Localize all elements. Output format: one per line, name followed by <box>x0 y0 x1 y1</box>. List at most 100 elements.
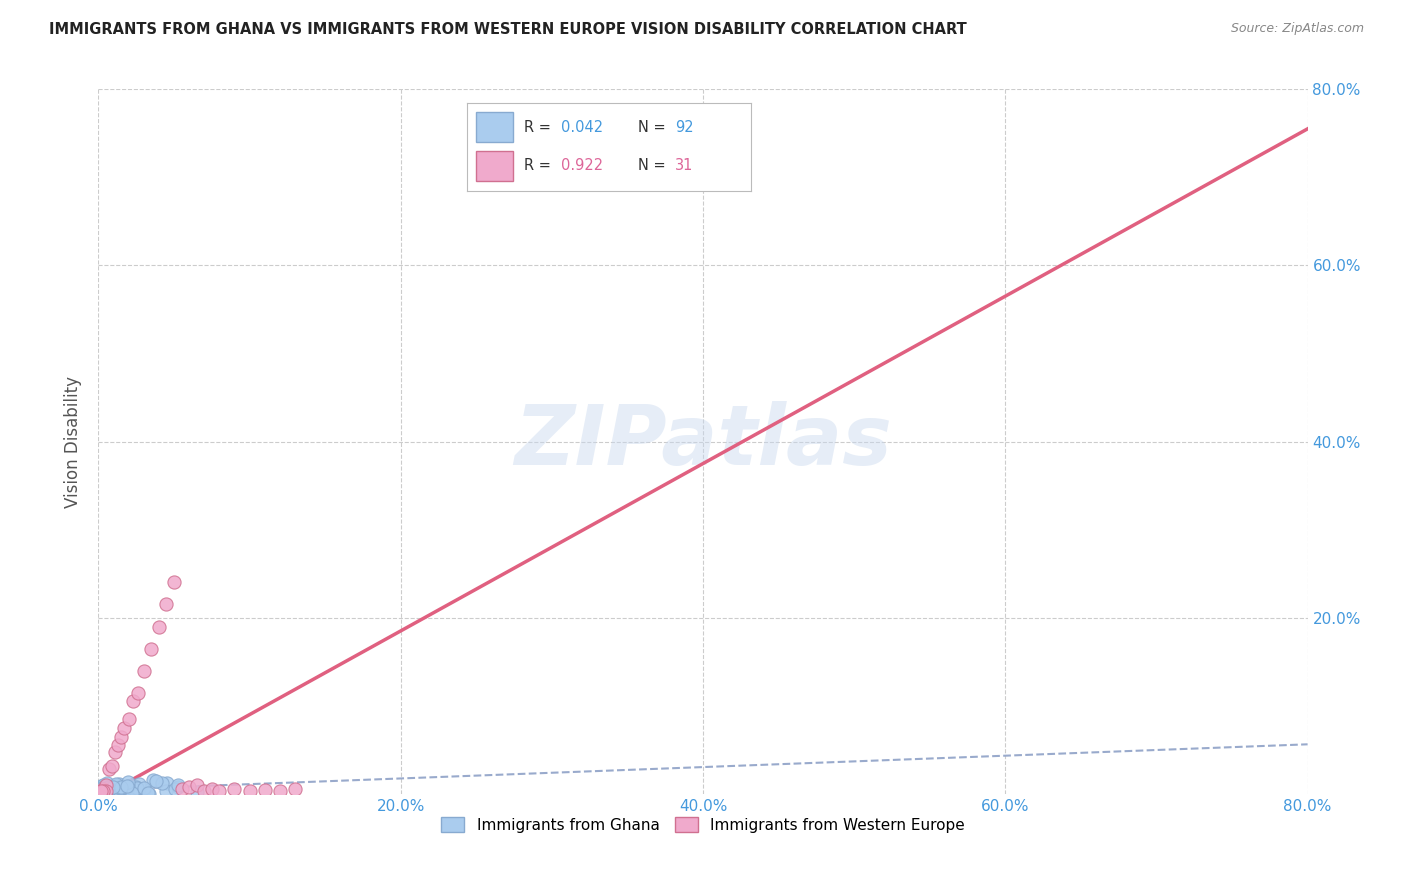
Point <box>118 712 141 726</box>
Point <box>101 780 124 794</box>
Point <box>104 781 127 796</box>
Point <box>142 772 165 787</box>
Point <box>132 780 155 795</box>
Point <box>117 779 139 793</box>
Point <box>269 784 291 798</box>
Point <box>121 785 143 799</box>
Point <box>91 784 114 798</box>
Point <box>101 783 124 797</box>
Point <box>98 787 121 801</box>
Point <box>193 784 215 798</box>
Point <box>94 778 117 792</box>
Point <box>148 619 170 633</box>
Point <box>108 787 131 801</box>
Point <box>87 787 110 801</box>
Point <box>90 785 112 799</box>
Point <box>96 780 118 795</box>
Point <box>150 776 173 790</box>
Point <box>91 780 114 794</box>
Point <box>96 782 118 797</box>
Point <box>90 781 112 796</box>
Point <box>91 784 114 798</box>
Point <box>97 783 120 797</box>
Point <box>93 781 115 796</box>
Point <box>179 780 201 794</box>
Point <box>94 782 117 797</box>
Point <box>128 776 150 790</box>
Text: ZIPatlas: ZIPatlas <box>515 401 891 482</box>
Point <box>284 782 307 797</box>
Point <box>89 787 111 801</box>
Point <box>100 782 122 797</box>
Point <box>125 780 148 795</box>
Point <box>110 730 132 744</box>
Point <box>96 779 118 793</box>
Point <box>98 762 121 776</box>
Point <box>115 780 138 795</box>
Point <box>96 785 118 799</box>
Point <box>125 781 148 796</box>
Point <box>253 783 276 797</box>
Point <box>239 784 262 798</box>
Point <box>104 780 127 795</box>
Point <box>124 783 146 797</box>
Point <box>156 776 179 790</box>
Point <box>117 775 139 789</box>
Point <box>104 745 127 759</box>
Point <box>91 784 114 798</box>
Point <box>89 780 111 794</box>
Point <box>97 780 120 795</box>
Point <box>103 782 125 797</box>
Point <box>93 784 115 798</box>
Point <box>105 777 128 791</box>
Point <box>108 776 131 790</box>
Point <box>121 781 143 796</box>
Point <box>89 783 111 797</box>
Point <box>121 786 143 800</box>
Point <box>114 781 136 796</box>
Point <box>112 721 135 735</box>
Point <box>94 786 117 800</box>
Point <box>107 739 129 753</box>
Point <box>90 779 112 793</box>
Point <box>93 784 115 798</box>
Point <box>112 780 135 795</box>
Point <box>101 758 124 772</box>
Point <box>108 780 131 794</box>
Point <box>115 787 138 801</box>
Point <box>208 784 231 798</box>
Point <box>132 782 155 797</box>
Point <box>108 781 131 796</box>
Text: Source: ZipAtlas.com: Source: ZipAtlas.com <box>1230 22 1364 36</box>
Point <box>110 780 132 795</box>
Point <box>89 781 111 796</box>
Point <box>91 782 114 797</box>
Point <box>108 781 131 796</box>
Point <box>224 782 246 797</box>
Point <box>98 780 121 795</box>
Point <box>89 785 111 799</box>
Point <box>90 781 112 796</box>
Point <box>170 782 193 797</box>
Point <box>90 787 112 801</box>
Point <box>90 786 112 800</box>
Point <box>115 779 138 793</box>
Point <box>117 782 139 797</box>
Point <box>110 780 132 795</box>
Y-axis label: Vision Disability: Vision Disability <box>65 376 83 508</box>
Point <box>96 785 118 799</box>
Point <box>87 783 110 797</box>
Point <box>155 784 177 798</box>
Point <box>141 641 163 656</box>
Legend: Immigrants from Ghana, Immigrants from Western Europe: Immigrants from Ghana, Immigrants from W… <box>436 812 970 839</box>
Point <box>127 785 149 799</box>
Point <box>97 780 120 795</box>
Point <box>104 786 127 800</box>
Point <box>127 685 149 699</box>
Point <box>201 782 224 797</box>
Text: IMMIGRANTS FROM GHANA VS IMMIGRANTS FROM WESTERN EUROPE VISION DISABILITY CORREL: IMMIGRANTS FROM GHANA VS IMMIGRANTS FROM… <box>49 22 967 37</box>
Point <box>94 784 117 798</box>
Point <box>93 778 115 792</box>
Point <box>163 575 186 590</box>
Point <box>89 786 111 800</box>
